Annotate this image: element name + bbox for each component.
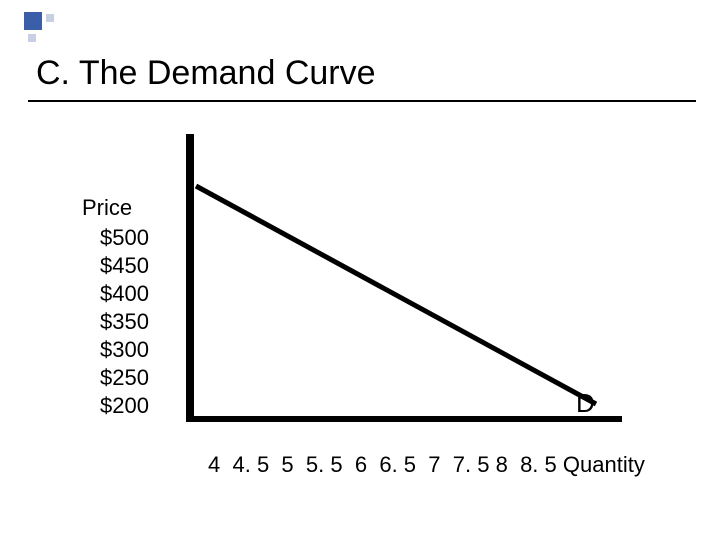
y-axis-title: Price xyxy=(82,194,149,222)
x-tick: 4 xyxy=(208,452,220,477)
x-tick: 4. 5 xyxy=(232,452,269,477)
x-tick: 6. 5 xyxy=(379,452,416,477)
demand-chart: Price $500 $450 $400 $350 $300 $250 $200… xyxy=(0,0,720,540)
x-tick: 7. 5 xyxy=(453,452,490,477)
x-axis-labels: 4 4. 5 5 5. 5 6 6. 5 7 7. 5 8 8. 5 Quant… xyxy=(208,452,645,478)
x-axis xyxy=(186,416,622,422)
x-tick: 5 xyxy=(281,452,293,477)
x-tick: 7 xyxy=(428,452,440,477)
y-tick: $200 xyxy=(82,392,149,420)
y-tick: $500 xyxy=(82,224,149,252)
y-tick: $400 xyxy=(82,280,149,308)
x-tick: 8. 5 xyxy=(520,452,557,477)
x-tick: 6 xyxy=(355,452,367,477)
y-tick: $300 xyxy=(82,336,149,364)
x-tick: 8 xyxy=(496,452,508,477)
series-label-d: D xyxy=(576,388,595,419)
y-tick: $450 xyxy=(82,252,149,280)
y-axis xyxy=(186,134,194,422)
y-axis-labels: Price $500 $450 $400 $350 $300 $250 $200 xyxy=(82,194,149,420)
x-axis-title: Quantity xyxy=(563,452,645,477)
y-tick: $350 xyxy=(82,308,149,336)
y-tick: $250 xyxy=(82,364,149,392)
x-tick: 5. 5 xyxy=(306,452,343,477)
